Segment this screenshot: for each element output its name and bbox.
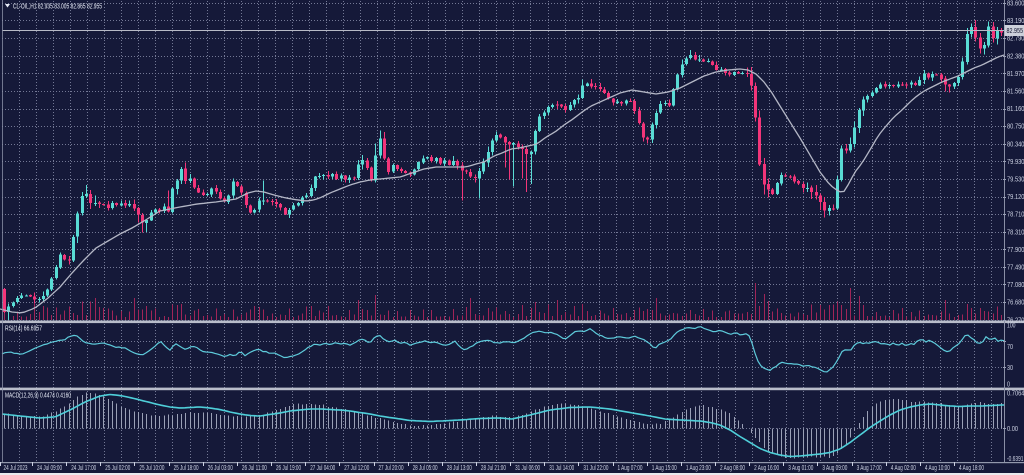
svg-text:25 Jul 10:00: 25 Jul 10:00 xyxy=(139,465,164,472)
svg-text:31 Jul 14:00: 31 Jul 14:00 xyxy=(549,465,574,472)
svg-text:79.930: 79.930 xyxy=(1007,159,1024,166)
svg-text:4 Aug 10:00: 4 Aug 10:00 xyxy=(925,465,950,472)
svg-text:CL-OIL,H1 82.935 83.005 82.865: CL-OIL,H1 82.935 83.005 82.865 82.955 xyxy=(13,4,102,11)
svg-text:77.080: 77.080 xyxy=(1007,282,1024,289)
svg-text:24 Jul 2023: 24 Jul 2023 xyxy=(4,465,28,472)
svg-text:70: 70 xyxy=(1007,344,1013,351)
svg-text:31 Jul 06:00: 31 Jul 06:00 xyxy=(515,465,540,472)
svg-text:4 Aug 18:00: 4 Aug 18:00 xyxy=(959,465,984,472)
svg-text:25 Jul 02:00: 25 Jul 02:00 xyxy=(105,465,130,472)
svg-text:27 Jul 12:00: 27 Jul 12:00 xyxy=(344,465,369,472)
svg-text:26 Jul 19:00: 26 Jul 19:00 xyxy=(276,465,301,472)
svg-text:1 Aug 23:00: 1 Aug 23:00 xyxy=(686,465,711,472)
svg-text:78.710: 78.710 xyxy=(1007,212,1024,219)
svg-text:82.790: 82.790 xyxy=(1007,36,1024,43)
svg-text:81.560: 81.560 xyxy=(1007,89,1024,96)
svg-text:28 Jul 05:00: 28 Jul 05:00 xyxy=(413,465,438,472)
svg-text:1 Aug 15:00: 1 Aug 15:00 xyxy=(652,465,677,472)
svg-text:76.680: 76.680 xyxy=(1007,300,1024,307)
svg-text:MACD(12,26,9) 0.4474 0.4160: MACD(12,26,9) 0.4474 0.4160 xyxy=(5,393,71,400)
svg-text:3 Aug 01:00: 3 Aug 01:00 xyxy=(788,465,813,472)
svg-text:79.120: 79.120 xyxy=(1007,194,1024,201)
svg-text:24 Jul 17:00: 24 Jul 17:00 xyxy=(71,465,96,472)
svg-text:78.310: 78.310 xyxy=(1007,229,1024,236)
svg-text:26 Jul 11:00: 26 Jul 11:00 xyxy=(242,465,267,472)
svg-text:77.490: 77.490 xyxy=(1007,265,1024,272)
svg-text:30: 30 xyxy=(1007,365,1013,372)
svg-text:25 Jul 18:00: 25 Jul 18:00 xyxy=(174,465,199,472)
svg-text:83.600: 83.600 xyxy=(1007,1,1024,8)
svg-text:3 Aug 09:00: 3 Aug 09:00 xyxy=(822,465,847,472)
svg-text:0.00: 0.00 xyxy=(1007,426,1018,433)
svg-text:76.270: 76.270 xyxy=(1007,317,1024,324)
svg-text:26 Jul 03:00: 26 Jul 03:00 xyxy=(208,465,233,472)
svg-text:27 Jul 20:00: 27 Jul 20:00 xyxy=(379,465,404,472)
svg-text:2 Aug 16:00: 2 Aug 16:00 xyxy=(754,465,779,472)
svg-text:24 Jul 09:00: 24 Jul 09:00 xyxy=(37,465,62,472)
svg-text:82.380: 82.380 xyxy=(1007,53,1024,60)
svg-text:100: 100 xyxy=(1007,323,1016,330)
svg-text:81.160: 81.160 xyxy=(1007,106,1024,113)
svg-text:81.970: 81.970 xyxy=(1007,71,1024,78)
svg-text:1 Aug 07:00: 1 Aug 07:00 xyxy=(618,465,643,472)
svg-text:3 Aug 17:00: 3 Aug 17:00 xyxy=(857,465,882,472)
svg-text:80.750: 80.750 xyxy=(1007,124,1024,131)
svg-text:28 Jul 21:00: 28 Jul 21:00 xyxy=(481,465,506,472)
svg-text:77.900: 77.900 xyxy=(1007,247,1024,254)
svg-text:83.190: 83.190 xyxy=(1007,18,1024,25)
svg-text:2 Aug 08:00: 2 Aug 08:00 xyxy=(720,465,745,472)
svg-text:4 Aug 02:00: 4 Aug 02:00 xyxy=(891,465,916,472)
svg-text:82.955: 82.955 xyxy=(1007,28,1024,35)
svg-text:0: 0 xyxy=(1007,382,1010,389)
svg-text:79.530: 79.530 xyxy=(1007,177,1024,184)
svg-text:28 Jul 13:00: 28 Jul 13:00 xyxy=(447,465,472,472)
svg-text:RSI(14) 66.6957: RSI(14) 66.6957 xyxy=(5,326,42,333)
svg-text:27 Jul 04:00: 27 Jul 04:00 xyxy=(310,465,335,472)
svg-text:-0.6391: -0.6391 xyxy=(1007,456,1024,463)
svg-text:0.7064: 0.7064 xyxy=(1007,391,1024,398)
svg-text:31 Jul 22:00: 31 Jul 22:00 xyxy=(583,465,608,472)
svg-text:80.340: 80.340 xyxy=(1007,141,1024,148)
